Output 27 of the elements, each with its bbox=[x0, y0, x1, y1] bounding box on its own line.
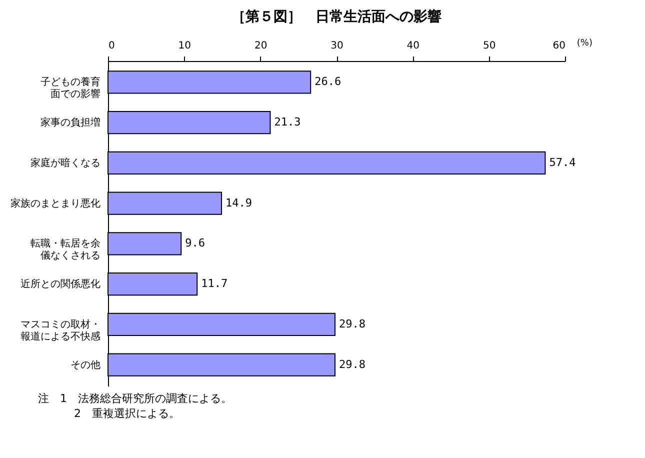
chart-title: ［第５図］ 日常生活面への影響 bbox=[232, 8, 442, 25]
data-label: 14.9 bbox=[225, 196, 252, 210]
data-label: 21.3 bbox=[274, 116, 301, 129]
y-tick-label: 転職・転居を余儀なくされる bbox=[30, 238, 100, 262]
x-tick-label: 30 bbox=[330, 40, 344, 52]
x-tick-label: 50 bbox=[482, 40, 496, 52]
y-tick-label: 子どもの養育面での影響 bbox=[40, 76, 100, 100]
x-tick-label: 10 bbox=[178, 40, 192, 52]
y-tick-label: 家族のまとまり悪化 bbox=[10, 197, 100, 210]
x-tick-label: 40 bbox=[406, 40, 420, 52]
data-label: 29.8 bbox=[338, 358, 366, 371]
y-tick-label: その他 bbox=[70, 358, 100, 371]
x-tick-label: 0 bbox=[108, 40, 115, 52]
data-label: 11.7 bbox=[201, 277, 228, 290]
x-axis-title: (%) bbox=[576, 38, 592, 48]
data-label: 9.6 bbox=[185, 236, 205, 250]
text: 2 重複選択による。 bbox=[73, 406, 181, 421]
text: 注 1 法務総合研究所の調査による。 bbox=[38, 391, 233, 406]
data-label: 26.6 bbox=[314, 75, 342, 88]
data-label: 29.8 bbox=[338, 317, 366, 330]
x-tick-label: 20 bbox=[254, 40, 268, 52]
y-tick-label: 近所との関係悪化 bbox=[20, 278, 100, 290]
y-tick-label: 家事の負担増 bbox=[40, 116, 100, 129]
y-tick-label: 家庭が暗くなる bbox=[30, 156, 100, 169]
y-tick-label: マスコミの取材・報道による不快感 bbox=[20, 318, 100, 342]
data-label: 57.4 bbox=[549, 156, 576, 169]
x-tick-label: 60 bbox=[552, 40, 566, 52]
